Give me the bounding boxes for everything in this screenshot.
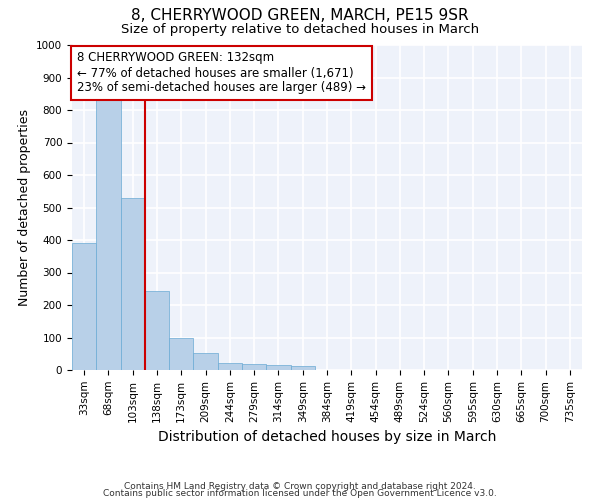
Y-axis label: Number of detached properties: Number of detached properties [17,109,31,306]
Bar [193,353,218,370]
Bar [242,364,266,370]
Bar [218,363,242,370]
Bar [72,244,96,370]
Bar [145,292,169,370]
Bar [266,365,290,370]
X-axis label: Distribution of detached houses by size in March: Distribution of detached houses by size … [158,430,496,444]
Bar [121,198,145,370]
Text: Contains public sector information licensed under the Open Government Licence v3: Contains public sector information licen… [103,490,497,498]
Bar [169,338,193,370]
Text: 8 CHERRYWOOD GREEN: 132sqm
← 77% of detached houses are smaller (1,671)
23% of s: 8 CHERRYWOOD GREEN: 132sqm ← 77% of deta… [77,52,366,94]
Bar [290,366,315,370]
Text: Contains HM Land Registry data © Crown copyright and database right 2024.: Contains HM Land Registry data © Crown c… [124,482,476,491]
Bar [96,100,121,370]
Text: Size of property relative to detached houses in March: Size of property relative to detached ho… [121,22,479,36]
Text: 8, CHERRYWOOD GREEN, MARCH, PE15 9SR: 8, CHERRYWOOD GREEN, MARCH, PE15 9SR [131,8,469,22]
